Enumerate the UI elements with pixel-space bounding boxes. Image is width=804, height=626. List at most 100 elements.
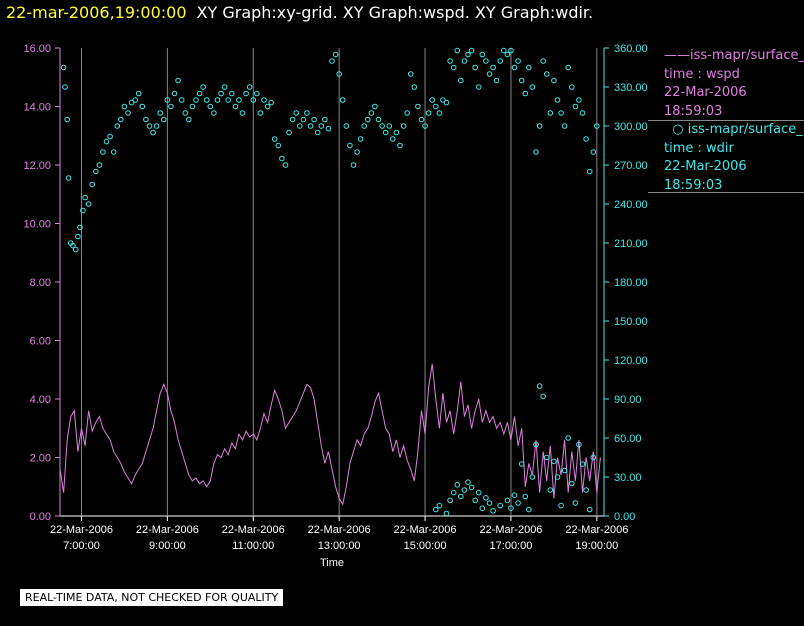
series-wdir-point (65, 175, 72, 181)
series-wdir-point (211, 110, 217, 116)
series-wdir-point (497, 58, 504, 64)
y-left-tick-label: 2.00 (30, 453, 51, 465)
series-wdir-point (250, 97, 257, 103)
series-wdir-point (261, 97, 267, 103)
y-left-tick-label: 16.00 (23, 43, 51, 55)
series-wdir-point (390, 136, 396, 142)
series-wdir-point (339, 97, 346, 103)
series-wdir-point (590, 149, 597, 155)
series-wdir-point (465, 51, 471, 58)
x-tick-label-time: 7:00:00 (63, 540, 100, 552)
series-wdir-point (386, 123, 393, 129)
series-wdir-point (178, 97, 185, 103)
series-wdir-point (279, 155, 285, 162)
series-wdir-point (565, 435, 572, 441)
series-wdir-point (425, 110, 432, 116)
series-wdir-point (547, 487, 554, 493)
series-wdir-point (576, 97, 582, 103)
series-wdir-point (397, 142, 403, 149)
series-wdir-point (329, 58, 335, 64)
series-wdir-point (336, 71, 343, 77)
x-tick-label-time: 17:00:00 (490, 540, 533, 552)
series-wdir-point (107, 133, 113, 140)
series-wdir-point (490, 64, 496, 71)
series-wdir-point (203, 97, 210, 103)
x-tick-label-time: 13:00:00 (318, 540, 361, 552)
series-wdir-point (515, 500, 521, 506)
series-wdir-point (450, 64, 457, 71)
legend-wspd-name: ——iss-mapr/surface_m (664, 48, 804, 63)
series-wdir-point (579, 461, 586, 467)
series-wdir-point (347, 142, 353, 149)
series-wdir-point (533, 149, 539, 155)
series-wdir-point (382, 129, 389, 136)
series-wdir-point (229, 90, 235, 97)
series-wdir-point (293, 110, 300, 116)
x-tick-label-time: 19:00:00 (575, 540, 618, 552)
series-wdir-point (447, 497, 453, 504)
y-right-tick-label: 360.00 (614, 43, 648, 55)
series-wdir-point (454, 47, 461, 54)
series-wdir-point (436, 502, 443, 509)
series-wdir-point (365, 116, 371, 123)
series-wdir-point (547, 110, 554, 116)
series-wdir-point (529, 84, 536, 90)
series-wdir-point (200, 84, 206, 90)
circle-marker-icon: ○ (672, 122, 684, 137)
legend-wspd-date: 22-Mar-2006 (664, 85, 747, 100)
series-wdir-point (236, 97, 242, 103)
series-wdir-point (558, 502, 564, 509)
series-wdir-point (522, 90, 529, 97)
series-wdir-point (218, 90, 224, 97)
series-wdir-point (121, 103, 128, 110)
legend-entry-wspd: ——iss-mapr/surface_m time : wspd 22-Mar-… (664, 47, 804, 121)
series-wdir-point (62, 84, 68, 90)
series-wdir-point (168, 103, 174, 110)
series-wdir-point (89, 181, 95, 188)
series-wdir-point (554, 474, 561, 480)
series-wdir-point (540, 58, 547, 64)
series-wdir-point (146, 123, 153, 129)
y-left-tick-label: 8.00 (30, 277, 51, 289)
series-wdir-point (379, 123, 385, 129)
series-wdir-point (493, 77, 500, 84)
series-wdir-point (275, 142, 282, 149)
series-wdir-point (253, 90, 260, 97)
x-tick-label-time: 15:00:00 (404, 540, 447, 552)
series-wdir-point (282, 162, 289, 168)
series-wdir-point (583, 136, 589, 142)
series-wdir-point (468, 484, 475, 491)
series-wdir-point (579, 110, 586, 116)
series-wdir-point (75, 233, 81, 240)
series-wdir-point (576, 441, 582, 448)
series-wdir-point (153, 123, 160, 129)
x-tick-label-date: 22-Mar-2006 (565, 524, 628, 536)
series-wdir-point (572, 103, 579, 110)
series-wdir-point (400, 123, 407, 129)
series-wdir-point (307, 123, 314, 129)
series-wdir-point (447, 58, 453, 64)
series-wdir-point (232, 103, 239, 110)
series-wdir-point (404, 110, 411, 116)
series-wdir-point (186, 116, 192, 123)
series-wdir-point (332, 51, 339, 58)
series-wdir-point (490, 508, 496, 514)
series-wdir-point (80, 207, 86, 214)
series-wdir-point (479, 51, 486, 58)
legend-divider (648, 192, 804, 193)
series-wdir-point (501, 47, 507, 54)
series-wdir-point (372, 103, 378, 110)
series-wdir-point (100, 149, 106, 155)
series-wdir-point (586, 506, 593, 513)
x-tick-label-date: 22-Mar-2006 (394, 524, 457, 536)
series-wdir-point (422, 123, 428, 129)
series-wdir-point (511, 492, 518, 499)
series-wdir-point (472, 64, 479, 71)
series-wdir-point (529, 474, 536, 480)
y-right-tick-label: 180.00 (614, 277, 648, 289)
series-wdir-point (268, 99, 275, 106)
series-wdir-point (533, 441, 539, 448)
series-wdir-point (558, 110, 564, 116)
series-wdir-point (103, 138, 110, 145)
series-wdir-point (433, 103, 439, 110)
